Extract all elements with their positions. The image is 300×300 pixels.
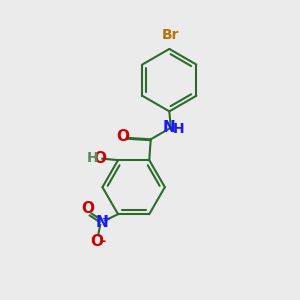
Text: O: O [91,234,104,249]
Text: N: N [95,215,108,230]
Text: H: H [172,122,184,136]
Text: O: O [81,201,94,216]
Text: N: N [163,120,176,135]
Text: +: + [101,214,111,224]
Text: Br: Br [162,28,180,42]
Text: O: O [117,129,130,144]
Text: H: H [86,151,98,165]
Text: O: O [94,151,107,166]
Text: -: - [100,235,105,248]
